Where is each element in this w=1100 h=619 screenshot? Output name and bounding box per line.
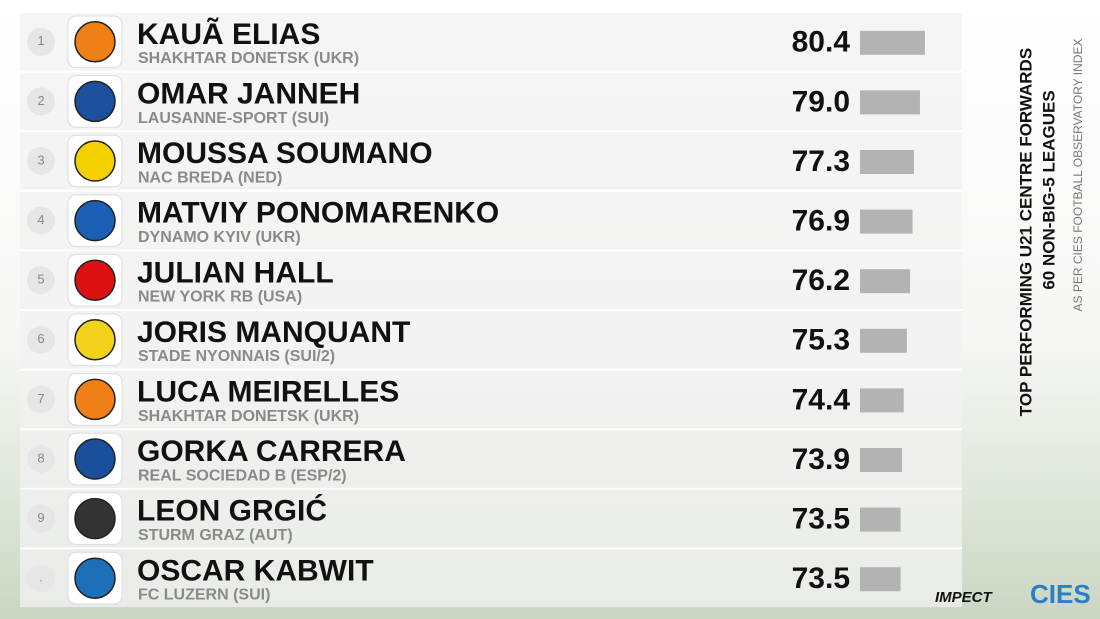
row-background <box>20 13 962 71</box>
rank: 8 <box>37 450 44 465</box>
value-label: 73.9 <box>792 443 850 476</box>
club-logo-mark <box>74 199 116 242</box>
club-logo-mark <box>74 259 116 301</box>
rank: 3 <box>37 152 44 167</box>
bar <box>860 567 901 592</box>
rank-badge <box>27 564 55 593</box>
club-logo-mark <box>74 80 116 123</box>
rank-badge <box>27 504 55 533</box>
club-logo-mark <box>74 140 116 182</box>
club-name: STADE NYONNAIS (SUI/2) <box>138 348 335 365</box>
bar <box>860 507 901 532</box>
rank-badge <box>27 27 55 56</box>
title: TOP PERFORMING U21 CENTRE FORWARDS <box>1016 48 1035 416</box>
bar <box>860 209 913 234</box>
row-background <box>20 549 962 607</box>
player-name: MATVIY PONOMARENKO <box>137 197 499 230</box>
rank-badge <box>27 87 55 116</box>
bar <box>860 30 925 55</box>
value-label: 79.0 <box>792 85 850 118</box>
row-background <box>20 489 962 548</box>
value-label: 73.5 <box>792 503 850 536</box>
rank-badge <box>27 325 55 354</box>
value-label: 75.3 <box>792 324 850 357</box>
player-name: LUCA MEIRELLES <box>137 376 399 409</box>
player-name: JULIAN HALL <box>137 256 334 289</box>
club-logo-mark <box>74 378 116 421</box>
row-background <box>20 370 962 429</box>
rank: 5 <box>37 272 44 287</box>
row-background <box>20 191 962 250</box>
club-name: NEW YORK RB (USA) <box>138 289 302 306</box>
club-name: FC LUZERN (SUI) <box>138 587 270 604</box>
bar <box>860 150 914 174</box>
club-name: REAL SOCIEDAD B (ESP/2) <box>138 467 347 484</box>
value-label: 76.9 <box>792 205 850 238</box>
player-name: GORKA CARRERA <box>137 435 406 468</box>
club-logo-mark <box>74 497 116 540</box>
player-name: KAUÃ ELIAS <box>137 17 320 51</box>
row-background <box>20 72 962 131</box>
club-name: DYNAMO KYIV (UKR) <box>138 229 301 246</box>
player-name: OSCAR KABWIT <box>137 554 374 587</box>
rank: . <box>39 570 43 585</box>
value-label: 74.4 <box>792 383 851 416</box>
rank: 9 <box>37 510 44 525</box>
row-background <box>20 311 962 369</box>
rank: 7 <box>37 391 44 406</box>
note: AS PER CIES FOOTBALL OBSERVATORY INDEX <box>1071 39 1085 312</box>
row-background <box>20 132 962 190</box>
bar <box>860 269 911 294</box>
club-logo-mark <box>74 21 116 63</box>
brand-cies: CIES <box>1030 579 1091 609</box>
club-name: NAC BREDA (NED) <box>138 169 282 186</box>
value-label: 73.5 <box>792 562 850 595</box>
club-name: STURM GRAZ (AUT) <box>138 527 293 544</box>
player-name: LEON GRGIĆ <box>137 494 327 528</box>
rank-badge <box>27 147 55 175</box>
brand-impect: IMPECT <box>935 589 994 606</box>
player-name: OMAR JANNEH <box>137 78 360 111</box>
bar <box>860 328 907 353</box>
club-logo-mark <box>74 438 116 480</box>
row-background <box>20 251 962 309</box>
row-background <box>20 430 962 488</box>
bar <box>860 448 902 472</box>
club-name: SHAKHTAR DONETSK (UKR) <box>138 408 359 425</box>
value-label: 77.3 <box>792 145 850 178</box>
player-name: MOUSSA SOUMANO <box>137 137 433 170</box>
club-name: SHAKHTAR DONETSK (UKR) <box>138 50 359 67</box>
rank-badge <box>27 385 55 414</box>
rank-badge <box>27 266 55 295</box>
club-logo-mark <box>74 319 116 361</box>
subtitle: 60 NON-BIG-5 LEAGUES <box>1039 90 1058 289</box>
bar <box>860 90 920 115</box>
rank: 6 <box>37 331 44 346</box>
value-label: 76.2 <box>792 264 850 297</box>
rank: 4 <box>37 212 44 227</box>
rank-badge <box>27 206 55 235</box>
value-label: 80.4 <box>792 26 851 59</box>
bar <box>860 388 904 413</box>
rank: 1 <box>37 33 44 48</box>
rank: 2 <box>37 93 44 108</box>
player-name: JORIS MANQUANT <box>137 316 410 349</box>
club-name: LAUSANNE-SPORT (SUI) <box>138 110 329 127</box>
club-logo-mark <box>74 557 116 599</box>
rank-badge <box>27 445 55 473</box>
